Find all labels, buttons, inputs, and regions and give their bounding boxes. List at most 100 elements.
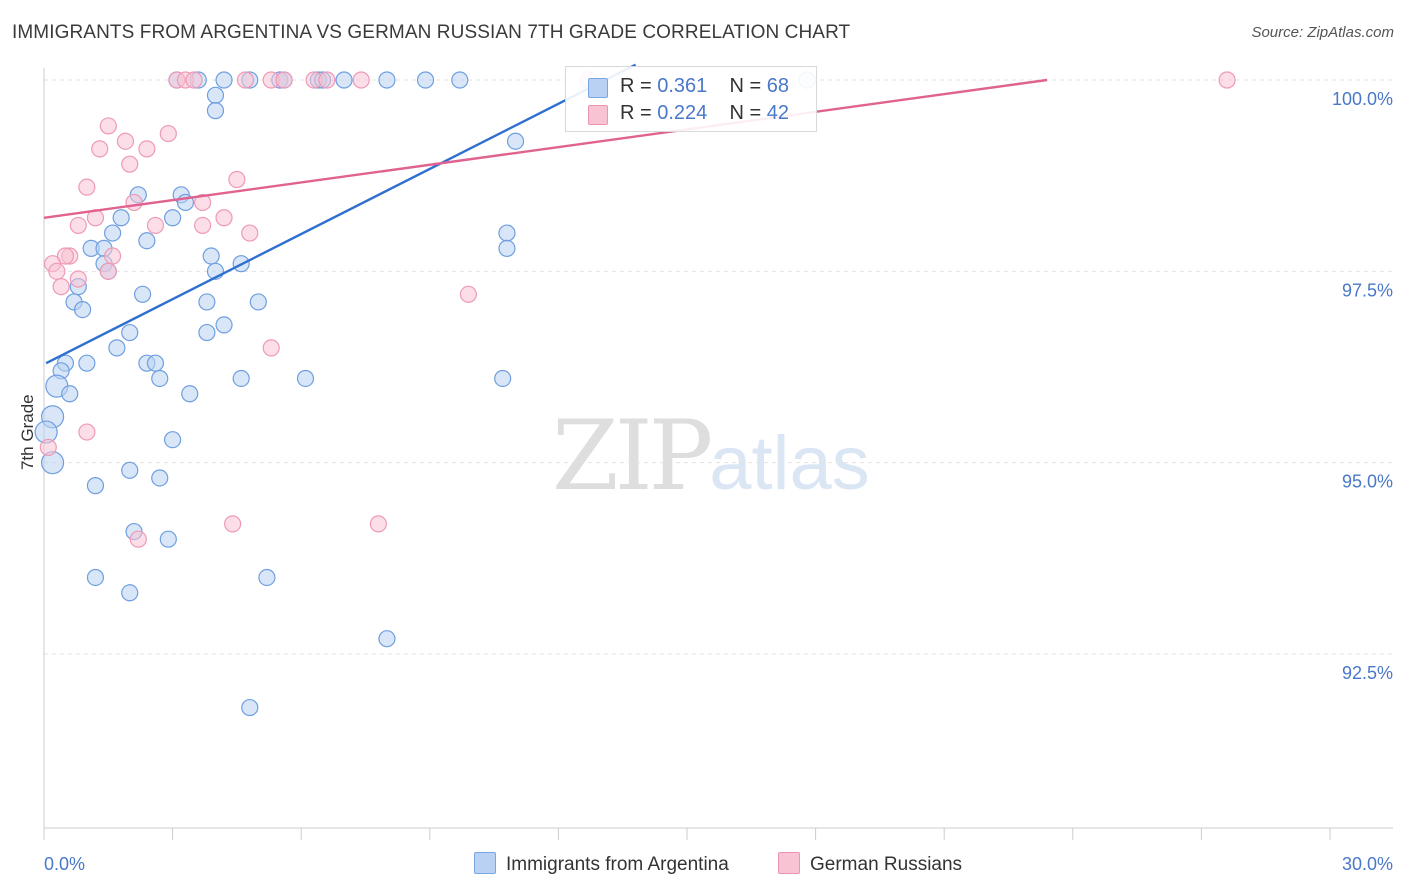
bottom-legend-label-german-russians: German Russians — [810, 854, 963, 875]
german-russian-point — [318, 71, 336, 89]
german-russian-point — [224, 515, 242, 533]
argentina-point — [258, 568, 276, 587]
argentina-point — [206, 86, 225, 104]
argentina-point — [151, 469, 169, 487]
german-russian-point — [262, 339, 280, 357]
german-russian-point — [121, 155, 139, 173]
german-russian-point — [228, 170, 246, 189]
argentina-point — [121, 323, 139, 342]
argentina-point — [138, 232, 156, 250]
german-russian-point — [56, 247, 75, 265]
argentina-point — [164, 431, 182, 449]
argentina-point — [296, 369, 315, 388]
argentina-point — [198, 293, 216, 311]
argentina-point — [181, 385, 199, 403]
legend-r-label: R = — [620, 75, 652, 97]
x-tick-label: 30.0% — [1342, 854, 1393, 874]
argentina-point — [451, 71, 469, 89]
watermark: ZIPatlas — [552, 400, 870, 512]
german-russian-point — [78, 178, 96, 196]
argentina-point — [146, 354, 165, 372]
bottom-legend-swatch-argentina — [474, 852, 496, 874]
argentina-point — [78, 354, 96, 372]
y-tick-label: 95.0% — [1342, 472, 1393, 492]
german-russian-point — [116, 132, 135, 150]
german-russian-point — [91, 140, 109, 158]
correlation-legend: R = 0.361 N = 68 R = 0.224 N = 42 — [565, 66, 817, 132]
argentina-point — [198, 323, 216, 342]
argentina-point — [494, 369, 512, 388]
bottom-legend-argentina: Immigrants from Argentina — [474, 852, 729, 876]
argentina-point — [103, 224, 122, 242]
y-tick-label: 100.0% — [1332, 89, 1393, 109]
legend-r-label: R = — [620, 102, 652, 124]
source-label: Source: ZipAtlas.com — [1251, 24, 1394, 41]
german-russian-point — [103, 247, 122, 265]
chart-title: IMMIGRANTS FROM ARGENTINA VS GERMAN RUSS… — [12, 22, 851, 43]
argentina-point — [241, 698, 259, 717]
y-axis-label: 7th Grade — [18, 394, 37, 470]
argentina-point — [416, 71, 435, 89]
german-russian-point — [99, 262, 117, 280]
german-russian-point — [369, 515, 387, 533]
german-russian-point — [241, 224, 259, 242]
legend-n-value: 42 — [766, 102, 790, 124]
watermark-zip: ZIP — [552, 400, 713, 512]
german-russian-point — [459, 285, 477, 303]
argentina-point — [108, 339, 126, 357]
german-russian-point — [1218, 71, 1236, 89]
german-russian-point — [194, 216, 212, 235]
y-tick-label: 97.5% — [1342, 280, 1393, 300]
german-russian-point — [138, 140, 156, 158]
german-russian-point — [215, 209, 233, 227]
legend-n-label: N = — [729, 102, 762, 124]
argentina-trend-line — [45, 63, 637, 365]
argentina-point — [215, 71, 233, 89]
watermark-atlas: atlas — [709, 421, 870, 506]
legend-r-value: 0.361 — [657, 75, 708, 97]
german-russian-point — [352, 71, 370, 89]
argentina-point — [133, 285, 152, 303]
german-russian-point — [146, 216, 165, 235]
argentina-point — [498, 239, 516, 257]
argentina-point — [232, 369, 250, 388]
argentina-point — [498, 224, 516, 242]
argentina-point — [151, 369, 169, 388]
argentina-point — [202, 247, 220, 265]
argentina-point — [159, 530, 177, 548]
german-russian-point — [69, 270, 87, 288]
german-russian-point — [125, 193, 143, 212]
argentina-point — [86, 568, 105, 587]
argentina-point — [249, 293, 267, 311]
legend-swatch-german-russians — [588, 105, 608, 125]
argentina-point — [335, 71, 353, 89]
bottom-legend-label-argentina: Immigrants from Argentina — [506, 854, 729, 875]
argentina-point — [506, 132, 525, 150]
x-tick-label: 0.0% — [44, 854, 85, 874]
legend-n-value: 68 — [766, 75, 790, 97]
german-russian-point — [78, 423, 96, 441]
german-russian-point — [52, 278, 70, 296]
y-tick-label: 92.5% — [1342, 663, 1393, 683]
argentina-point — [378, 630, 396, 648]
argentina-point — [215, 316, 233, 334]
argentina-point — [378, 71, 396, 89]
argentina-point — [164, 209, 182, 227]
argentina-point — [86, 477, 105, 495]
argentina-point — [73, 301, 92, 319]
german-russian-point — [129, 530, 147, 548]
german-russian-point — [159, 124, 177, 143]
german-russian-point — [275, 71, 293, 89]
legend-r-value: 0.224 — [657, 102, 708, 124]
german-russian-point — [194, 193, 212, 212]
german-russian-point — [236, 71, 255, 89]
bottom-legend-german-russians: German Russians — [778, 852, 962, 876]
german-russian-point — [99, 117, 117, 135]
argentina-point — [112, 209, 130, 227]
german-russian-point — [185, 71, 203, 89]
german-russian-point — [69, 216, 87, 235]
argentina-point — [121, 461, 139, 479]
legend-n-label: N = — [729, 75, 762, 97]
german-russian-point — [48, 262, 66, 280]
